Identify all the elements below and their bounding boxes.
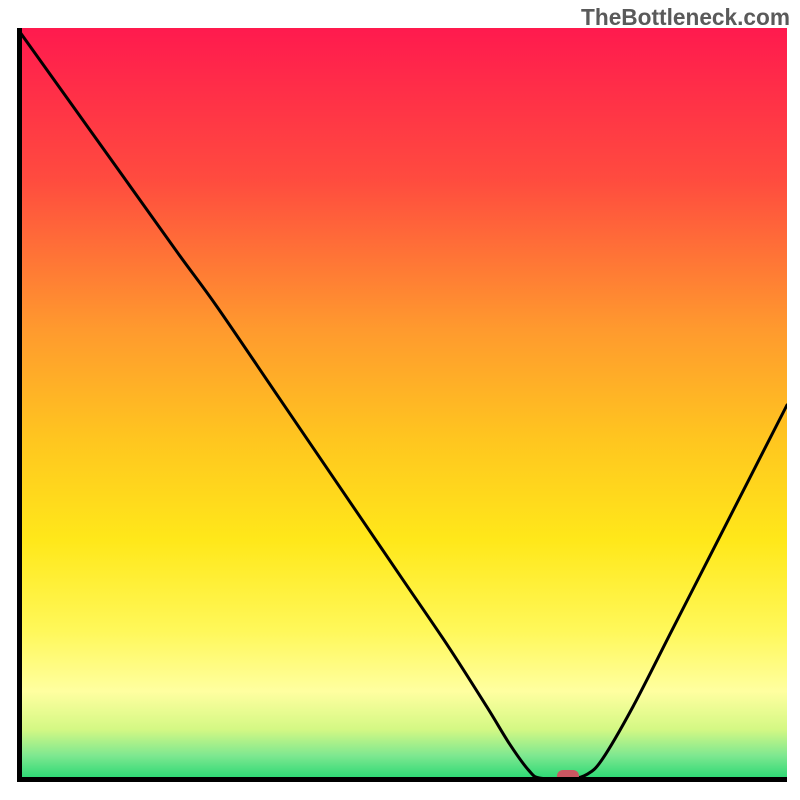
curve-svg bbox=[17, 28, 787, 782]
x-axis bbox=[17, 777, 787, 782]
plot-area bbox=[17, 28, 787, 782]
watermark-text: TheBottleneck.com bbox=[581, 4, 790, 31]
bottleneck-curve bbox=[17, 28, 787, 779]
y-axis bbox=[17, 28, 22, 782]
chart-container: TheBottleneck.com bbox=[0, 0, 800, 800]
